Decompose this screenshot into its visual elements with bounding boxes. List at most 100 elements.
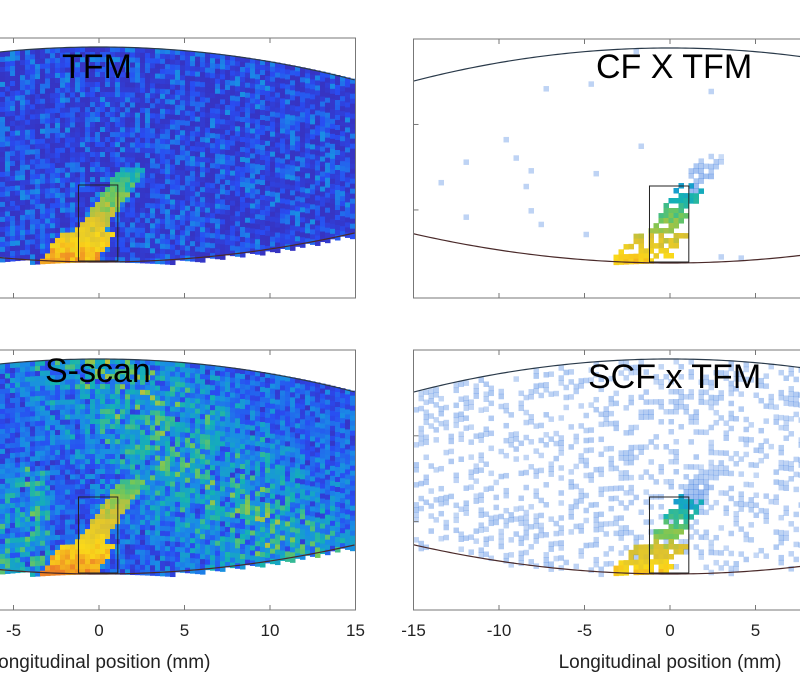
heatmap-cell — [165, 114, 171, 120]
heatmap-cell — [60, 509, 66, 516]
heatmap-cell — [205, 97, 211, 104]
heatmap-cell — [215, 158, 221, 165]
heatmap-cell — [110, 449, 116, 455]
heatmap-cell — [15, 245, 21, 252]
heatmap-cell — [35, 516, 41, 522]
heatmap-cell — [200, 369, 206, 375]
heatmap-cell — [5, 71, 11, 77]
heatmap-cell — [145, 430, 151, 436]
heatmap-cell — [55, 534, 61, 541]
heatmap-cell — [185, 150, 191, 157]
heatmap-cell — [160, 93, 166, 100]
heatmap-cell — [305, 163, 311, 169]
heatmap-cell — [40, 540, 46, 547]
heatmap-cell — [50, 178, 56, 184]
heatmap-cell — [105, 564, 111, 570]
heatmap-cell — [20, 100, 26, 106]
heatmap-cell — [185, 215, 191, 222]
heatmap-cell — [175, 84, 181, 91]
heatmap-cell — [150, 188, 156, 194]
heatmap-cell — [50, 390, 56, 396]
heatmap-cell — [155, 148, 161, 155]
heatmap-cell — [130, 509, 136, 515]
heatmap-cell — [255, 154, 261, 160]
heatmap-cell — [60, 157, 66, 164]
heatmap-cell — [245, 127, 251, 134]
heatmap-cell — [210, 183, 216, 189]
heatmap-cell — [120, 97, 126, 103]
heatmap-cell — [35, 376, 41, 382]
heatmap-cell — [165, 79, 171, 85]
heatmap-cell — [70, 162, 76, 168]
heatmap-cell — [30, 371, 36, 377]
heatmap-cell — [110, 389, 116, 395]
heatmap-cell — [35, 99, 41, 105]
heatmap-cell — [5, 488, 11, 494]
heatmap-cell — [703, 173, 709, 180]
heatmap-cell — [245, 237, 251, 244]
heatmap-cell — [295, 101, 301, 107]
heatmap-cell — [210, 108, 216, 114]
heatmap-cell — [85, 379, 91, 385]
heatmap-cell — [260, 210, 266, 216]
heatmap-cell — [75, 569, 81, 575]
heatmap-cell — [20, 155, 26, 161]
heatmap-cell — [230, 205, 236, 212]
heatmap-cell — [50, 410, 56, 416]
heatmap-cell — [120, 172, 126, 178]
heatmap-cell — [25, 501, 31, 508]
heatmap-cell — [200, 454, 206, 460]
heatmap-cell — [60, 404, 66, 411]
heatmap-cell — [130, 147, 136, 153]
heatmap-cell — [315, 175, 321, 181]
heatmap-cell — [150, 73, 156, 79]
heatmap-cell — [30, 361, 36, 367]
heatmap-cell — [105, 77, 111, 83]
heatmap-cell — [135, 202, 141, 209]
heatmap-cell — [205, 379, 211, 386]
heatmap-cell — [300, 72, 306, 78]
heatmap-cell — [180, 412, 186, 418]
heatmap-cell — [190, 166, 196, 172]
heatmap-cell — [165, 189, 171, 195]
heatmap-cell — [185, 210, 191, 217]
heatmap-cell — [30, 381, 36, 387]
heatmap-cell — [180, 170, 186, 176]
heatmap-cell — [5, 216, 11, 222]
heatmap-cell — [175, 49, 181, 56]
heatmap-cell — [60, 429, 66, 436]
heatmap-cell — [70, 132, 76, 138]
heatmap-cell — [70, 72, 76, 78]
heatmap-cell — [245, 182, 251, 189]
heatmap-cell — [20, 367, 26, 373]
heatmap-cell — [320, 186, 326, 193]
heatmap-cell — [310, 194, 316, 200]
heatmap-cell — [75, 489, 81, 495]
heatmap-cell — [170, 491, 176, 498]
heatmap-cell — [200, 192, 206, 198]
heatmap-cell — [295, 81, 301, 87]
heatmap-cell — [10, 442, 16, 449]
heatmap-cell — [185, 467, 191, 474]
heatmap-cell — [40, 440, 46, 447]
heatmap-cell — [15, 205, 21, 212]
heatmap-cell — [255, 159, 261, 165]
heatmap-cell — [150, 500, 156, 506]
heatmap-cell — [165, 64, 171, 70]
heatmap-cell — [658, 228, 664, 234]
heatmap-cell — [15, 492, 21, 499]
heatmap-cell — [180, 492, 186, 498]
heatmap-cell — [20, 70, 26, 76]
heatmap-cell — [160, 253, 166, 260]
heatmap-cell — [0, 66, 6, 73]
heatmap-cell — [215, 253, 221, 260]
heatmap-cell — [5, 171, 11, 177]
heatmap-cell — [130, 444, 136, 450]
heatmap-cell — [200, 499, 206, 505]
heatmap-cell — [320, 161, 326, 168]
heatmap-cell — [210, 78, 216, 84]
heatmap-cell — [205, 207, 211, 214]
heatmap-cell — [30, 481, 36, 487]
heatmap-cell — [20, 492, 26, 498]
heatmap-cell — [155, 133, 161, 140]
